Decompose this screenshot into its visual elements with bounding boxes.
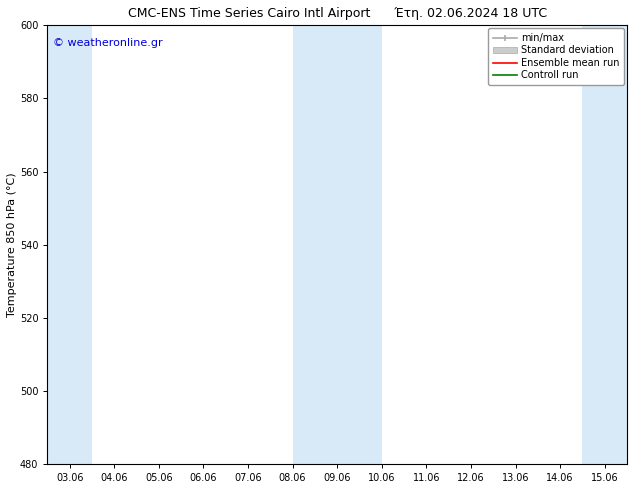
Y-axis label: Temperature 850 hPa (°C): Temperature 850 hPa (°C) [7, 172, 17, 317]
Bar [48, 25, 92, 464]
Title: CMC-ENS Time Series Cairo Intl Airport      Έτη. 02.06.2024 18 UTC: CMC-ENS Time Series Cairo Intl Airport Έ… [127, 7, 547, 20]
Legend: min/max, Standard deviation, Ensemble mean run, Controll run: min/max, Standard deviation, Ensemble me… [488, 28, 624, 85]
Text: © weatheronline.gr: © weatheronline.gr [53, 38, 163, 49]
Bar [293, 25, 382, 464]
Bar [583, 25, 634, 464]
